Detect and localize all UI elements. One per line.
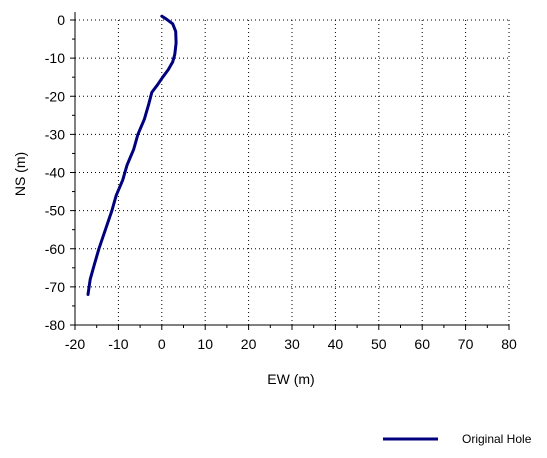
y-tick-label: -40 (45, 165, 65, 181)
x-tick-label: 30 (284, 336, 300, 352)
ticks: -20 -10 0 10 20 30 40 50 60 70 80 0 -10 -20 -30 -40 -50 -… (45, 12, 517, 352)
x-tick-label: 70 (458, 336, 474, 352)
y-tick-label: -20 (45, 88, 65, 104)
y-tick-label: -10 (45, 50, 65, 66)
x-tick-label: 50 (371, 336, 387, 352)
legend-label: Original Hole (462, 432, 532, 446)
y-tick-label: -30 (45, 126, 65, 142)
y-axis-title: NS (m) (12, 152, 28, 196)
x-tick-label: 80 (501, 336, 517, 352)
y-tick-label: -70 (45, 279, 65, 295)
x-tick-label: 20 (241, 336, 257, 352)
x-tick-label: 0 (158, 336, 166, 352)
x-tick-label: -20 (65, 336, 85, 352)
legend: Original Hole (383, 432, 532, 446)
series-layer (86, 14, 178, 296)
x-tick-label: 40 (328, 336, 344, 352)
y-tick-label: 0 (57, 12, 65, 28)
x-axis-title: EW (m) (267, 371, 314, 387)
x-tick-label: 60 (414, 336, 430, 352)
y-tick-label: -60 (45, 241, 65, 257)
y-tick-label: -80 (45, 317, 65, 333)
grid (75, 19, 510, 325)
series-line-original-hole (86, 14, 178, 296)
y-tick-label: -50 (45, 203, 65, 219)
x-tick-label: 10 (197, 336, 213, 352)
x-tick-label: -10 (108, 336, 128, 352)
